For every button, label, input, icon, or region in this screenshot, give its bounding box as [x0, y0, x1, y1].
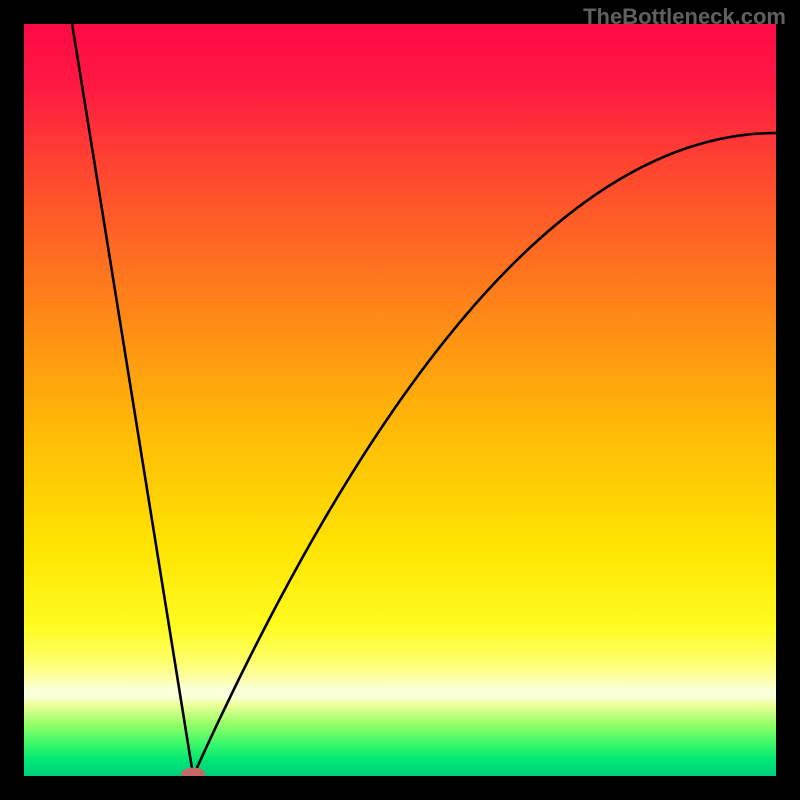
bottleneck-chart [24, 24, 776, 776]
watermark-text: TheBottleneck.com [583, 4, 786, 30]
